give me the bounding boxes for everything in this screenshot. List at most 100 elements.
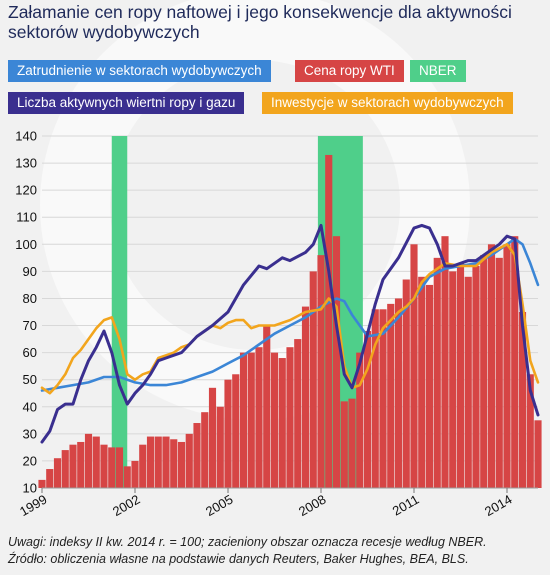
y-tick-label: 50: [23, 372, 37, 387]
wti-bar: [433, 257, 441, 488]
x-tick-label: 2011: [390, 492, 422, 519]
wti-bar: [487, 244, 496, 488]
wti-bar: [53, 458, 62, 488]
header: Załamanie cen ropy naftowej i jego konse…: [0, 0, 550, 45]
wti-bar: [410, 244, 418, 488]
legend-nber: NBER: [410, 60, 466, 82]
y-tick-label: 10: [23, 481, 37, 496]
y-tick-label: 100: [15, 237, 37, 252]
wti-bar: [449, 271, 457, 488]
wti-bar: [232, 374, 240, 488]
wti-bar: [185, 433, 193, 488]
y-tick-label: 30: [23, 426, 37, 441]
wti-bar: [379, 309, 387, 488]
wti-bar: [115, 447, 124, 488]
wti-bar: [201, 412, 209, 488]
wti-bar: [92, 436, 100, 488]
wti-bar: [402, 279, 410, 488]
wti-bar: [294, 339, 302, 488]
wti-bar: [464, 276, 472, 488]
wti-bar: [394, 298, 403, 488]
y-tick-label: 40: [23, 399, 37, 414]
y-tick-label: 70: [23, 318, 37, 333]
y-tick-label: 90: [23, 264, 37, 279]
wti-bar: [425, 284, 434, 488]
wti-bar: [100, 444, 108, 488]
wti-bar: [224, 379, 232, 488]
wti-bar: [340, 401, 348, 488]
x-tick-label: 1999: [17, 492, 50, 519]
wti-bar: [332, 236, 341, 488]
wti-bar: [301, 306, 310, 488]
wti-bar: [387, 303, 395, 488]
wti-bar: [84, 433, 93, 488]
wti-bar: [309, 271, 317, 488]
x-tick-label: 2014: [482, 492, 515, 519]
wti-bar: [123, 466, 131, 488]
wti-bar: [503, 244, 511, 488]
note-line-1: Uwagi: indeksy II kw. 2014 r. = 100; zac…: [8, 535, 487, 549]
wti-bar: [108, 447, 116, 488]
series-line-employment: [40, 237, 540, 392]
y-tick-label: 80: [23, 291, 37, 306]
wti-bar: [456, 263, 465, 488]
wti-bar: [170, 439, 178, 488]
wti-bar: [61, 450, 69, 488]
wti-bar: [356, 352, 364, 488]
wti-bar: [278, 358, 286, 488]
wti-bar: [534, 420, 542, 488]
wti-bar: [38, 479, 46, 488]
wti-bar: [480, 255, 488, 488]
legend-employment: Zatrudnienie w sektorach wydobywczych: [8, 60, 271, 82]
legend-rigs: Liczba aktywnych wiertni ropy i gazu: [8, 92, 245, 114]
chart: 10 20 30 40 50 60 70 80 90 100 110 120 130 140 1999 200…: [15, 129, 542, 519]
wti-bar: [495, 257, 503, 488]
x-tick-label: 2008: [296, 492, 329, 519]
wti-bar: [46, 469, 54, 488]
x-tick-label: 2005: [203, 492, 236, 519]
y-tick-label: 140: [15, 129, 37, 144]
wti-bar: [77, 441, 85, 488]
wti-bar: [263, 325, 271, 488]
series-line-investment: [40, 243, 540, 395]
wti-bar: [363, 330, 372, 488]
chart-title: Załamanie cen ropy naftowej i jego konse…: [8, 2, 512, 42]
wti-bar: [131, 460, 139, 488]
wti-bar: [518, 312, 527, 488]
wti-bar: [270, 352, 279, 488]
series-line-rigs: [40, 223, 540, 444]
nber-recession-band: [111, 136, 128, 488]
wti-bar: [154, 436, 162, 488]
wti-bar: [286, 347, 294, 488]
y-tick-label: 110: [16, 210, 37, 225]
legend-wti: Cena ropy WTI: [295, 60, 404, 82]
wti-bar: [255, 347, 263, 488]
x-tick-label: 2002: [110, 492, 143, 519]
wti-bar: [418, 276, 426, 488]
legend-investment: Inwestycje w sektorach wydobywczych: [262, 92, 513, 114]
wti-bar: [69, 444, 77, 488]
wti-bar: [146, 436, 155, 488]
wti-bar: [526, 374, 534, 488]
nber-recession-band: [317, 136, 363, 488]
wti-bar: [216, 406, 224, 488]
wti-bar: [511, 236, 519, 488]
wti-bar: [177, 441, 186, 488]
y-tick-label: 20: [23, 453, 37, 468]
wti-bar: [371, 309, 379, 488]
wti-bar: [317, 255, 325, 488]
y-tick-label: 60: [23, 345, 37, 360]
wti-bar: [193, 423, 201, 488]
y-tick-label: 130: [15, 156, 37, 171]
wti-bar: [139, 444, 147, 488]
wti-bar: [239, 352, 248, 488]
wti-bar: [208, 387, 217, 488]
y-tick-label: 120: [15, 183, 37, 198]
note-line-2: Źródło: obliczenia własne na podstawie d…: [8, 552, 469, 566]
wti-bar: [441, 236, 449, 488]
wti-bar: [247, 352, 255, 488]
wti-bar: [348, 398, 356, 488]
wti-bar: [162, 436, 170, 488]
wti-bar: [325, 154, 333, 488]
